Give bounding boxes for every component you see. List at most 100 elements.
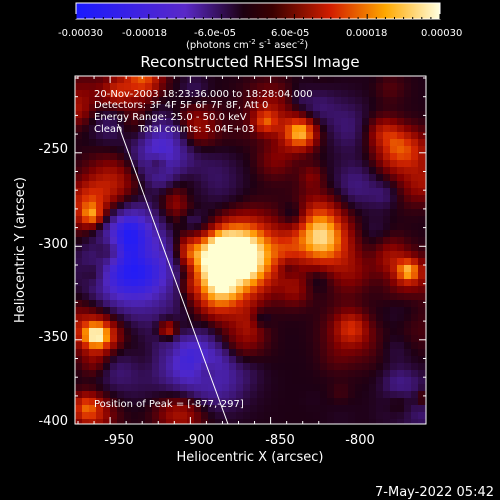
heatmap-cell bbox=[306, 356, 314, 364]
heatmap-cell bbox=[103, 76, 111, 84]
heatmap-cell bbox=[236, 83, 244, 91]
heatmap-cell bbox=[320, 349, 328, 357]
heatmap-cell bbox=[369, 97, 377, 105]
heatmap-cell bbox=[243, 384, 251, 392]
heatmap-cell bbox=[159, 167, 167, 175]
heatmap-cell bbox=[306, 363, 314, 371]
heatmap-cell bbox=[306, 293, 314, 301]
heatmap-cell bbox=[152, 125, 160, 133]
heatmap-cell bbox=[418, 167, 426, 175]
heatmap-cell bbox=[187, 412, 195, 420]
heatmap-cell bbox=[166, 90, 174, 98]
heatmap-cell bbox=[82, 146, 90, 154]
heatmap-cell bbox=[89, 195, 97, 203]
heatmap-cell bbox=[159, 391, 167, 399]
heatmap-cell bbox=[103, 160, 111, 168]
heatmap-cell bbox=[341, 111, 349, 119]
heatmap-cell bbox=[117, 300, 125, 308]
heatmap-cell bbox=[124, 391, 132, 399]
heatmap-cell bbox=[348, 230, 356, 238]
heatmap-cell bbox=[187, 356, 195, 364]
heatmap-cell bbox=[75, 307, 83, 315]
heatmap-cell bbox=[208, 384, 216, 392]
heatmap-cell bbox=[215, 209, 223, 217]
heatmap-cell bbox=[159, 237, 167, 245]
heatmap-cell bbox=[82, 258, 90, 266]
heatmap-cell bbox=[285, 272, 293, 280]
heatmap-cell bbox=[173, 279, 181, 287]
heatmap-cell bbox=[110, 132, 118, 140]
heatmap-cell bbox=[306, 209, 314, 217]
heatmap-cell bbox=[222, 125, 230, 133]
heatmap-cell bbox=[194, 356, 202, 364]
heatmap-cell bbox=[376, 230, 384, 238]
heatmap-cell bbox=[208, 223, 216, 231]
heatmap-cell bbox=[341, 412, 349, 420]
heatmap-cell bbox=[341, 321, 349, 329]
heatmap-cell bbox=[166, 160, 174, 168]
heatmap-cell bbox=[110, 111, 118, 119]
heatmap-cell bbox=[418, 286, 426, 294]
heatmap-cell bbox=[117, 174, 125, 182]
heatmap-cell bbox=[194, 97, 202, 105]
heatmap-cell bbox=[201, 293, 209, 301]
heatmap-cell bbox=[334, 419, 342, 424]
heatmap-cell bbox=[383, 76, 391, 84]
heatmap-cell bbox=[257, 286, 265, 294]
heatmap-cell bbox=[334, 328, 342, 336]
heatmap-cell bbox=[110, 293, 118, 301]
heatmap-cell bbox=[306, 314, 314, 322]
heatmap-cell bbox=[201, 398, 209, 406]
heatmap-cell bbox=[75, 370, 83, 378]
heatmap-cell bbox=[110, 195, 118, 203]
heatmap-cell bbox=[166, 139, 174, 147]
heatmap-cell bbox=[334, 251, 342, 259]
heatmap-cell bbox=[173, 139, 181, 147]
heatmap-cell bbox=[376, 146, 384, 154]
heatmap-cell bbox=[82, 419, 90, 424]
heatmap-cell bbox=[208, 272, 216, 280]
heatmap-cell bbox=[271, 244, 279, 252]
heatmap-cell bbox=[75, 76, 83, 84]
heatmap-cell bbox=[208, 251, 216, 259]
heatmap-cell bbox=[327, 195, 335, 203]
heatmap-cell bbox=[327, 90, 335, 98]
heatmap-cell bbox=[180, 391, 188, 399]
heatmap-cell bbox=[348, 272, 356, 280]
heatmap-cell bbox=[96, 349, 104, 357]
heatmap-cell bbox=[271, 342, 279, 350]
heatmap-cell bbox=[201, 384, 209, 392]
heatmap-cell bbox=[257, 76, 265, 84]
heatmap-cell bbox=[152, 321, 160, 329]
heatmap-cell bbox=[243, 286, 251, 294]
heatmap-cell bbox=[278, 118, 286, 126]
heatmap-cell bbox=[138, 216, 146, 224]
heatmap-cell bbox=[334, 405, 342, 413]
heatmap-cell bbox=[362, 209, 370, 217]
heatmap-cell bbox=[341, 125, 349, 133]
heatmap-cell bbox=[131, 160, 139, 168]
heatmap-cell bbox=[397, 244, 405, 252]
heatmap-cell bbox=[124, 398, 132, 406]
heatmap-cell bbox=[278, 398, 286, 406]
heatmap-cell bbox=[250, 293, 258, 301]
heatmap-cell bbox=[222, 342, 230, 350]
heatmap-cell bbox=[369, 363, 377, 371]
heatmap-cell bbox=[117, 139, 125, 147]
heatmap-cell bbox=[180, 83, 188, 91]
heatmap-cell bbox=[369, 405, 377, 413]
heatmap-cell bbox=[194, 202, 202, 210]
heatmap-cell bbox=[222, 300, 230, 308]
heatmap-cell bbox=[187, 153, 195, 161]
heatmap-cell bbox=[229, 153, 237, 161]
heatmap-cell bbox=[180, 195, 188, 203]
heatmap-cell bbox=[376, 279, 384, 287]
heatmap-cell bbox=[110, 377, 118, 385]
colorbar-tick-label: -6.0e-05 bbox=[194, 28, 236, 39]
heatmap-cell bbox=[411, 307, 419, 315]
heatmap-cell bbox=[334, 146, 342, 154]
heatmap-cell bbox=[418, 356, 426, 364]
heatmap-cell bbox=[411, 258, 419, 266]
heatmap-cell bbox=[334, 139, 342, 147]
heatmap-cell bbox=[418, 132, 426, 140]
